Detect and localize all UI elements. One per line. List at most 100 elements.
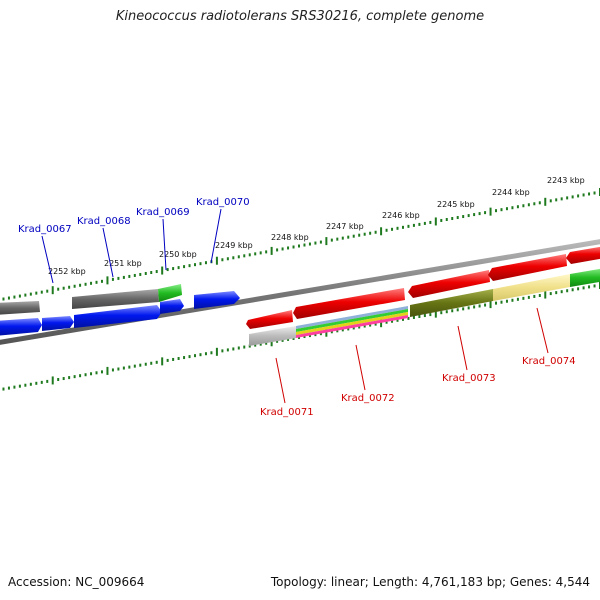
- minor-tick: [177, 266, 180, 270]
- minor-tick: [473, 305, 476, 309]
- minor-tick: [29, 382, 32, 386]
- minor-tick: [122, 275, 125, 279]
- major-tick: [489, 300, 492, 309]
- minor-tick: [287, 337, 290, 341]
- minor-tick: [473, 213, 476, 217]
- minor-tick: [484, 303, 487, 307]
- minor-tick: [582, 286, 585, 290]
- gene-arrow-krad-0072[interactable]: [296, 306, 408, 338]
- minor-tick: [62, 377, 65, 381]
- minor-tick: [73, 375, 76, 379]
- gene-arrow-red-4[interactable]: [488, 254, 567, 281]
- minor-tick: [462, 307, 465, 311]
- minor-tick: [374, 322, 377, 326]
- gene-label-krad-0070[interactable]: Krad_0070: [196, 197, 250, 208]
- minor-tick: [100, 279, 103, 283]
- minor-tick: [451, 217, 454, 221]
- gene-arrow-krad-0070[interactable]: [194, 291, 240, 309]
- minor-tick: [194, 263, 197, 267]
- minor-tick: [341, 236, 344, 240]
- minor-tick: [478, 212, 481, 216]
- scale-ticks-lower: [2, 281, 600, 391]
- major-tick: [215, 256, 218, 265]
- minor-tick: [467, 214, 470, 218]
- gene-arrow-green-mid[interactable]: [158, 284, 182, 302]
- minor-tick: [385, 320, 388, 324]
- minor-tick: [79, 283, 82, 287]
- gene-arrow-grey-left[interactable]: [0, 301, 40, 315]
- gene-label-krad-0067[interactable]: Krad_0067: [18, 224, 72, 235]
- minor-tick: [412, 223, 415, 227]
- minor-tick: [79, 374, 82, 378]
- scale-labels: 2252 kbp 2251 kbp 2250 kbp 2249 kbp 2248 kbp…: [48, 176, 585, 276]
- minor-tick: [13, 295, 16, 299]
- minor-tick: [456, 216, 459, 220]
- gene-arrow-krad-0067[interactable]: [0, 318, 42, 336]
- minor-tick: [117, 276, 120, 280]
- minor-tick: [237, 346, 240, 350]
- minor-tick: [478, 304, 481, 308]
- gene-arrow-grey-mid[interactable]: [72, 289, 159, 309]
- minor-tick: [308, 242, 311, 246]
- minor-tick: [423, 314, 426, 318]
- minor-tick: [276, 339, 279, 343]
- minor-tick: [111, 368, 114, 372]
- genome-summary: Topology: linear; Length: 4,761,183 bp; …: [270, 575, 590, 589]
- minor-tick: [347, 327, 350, 331]
- minor-tick: [226, 257, 229, 261]
- minor-tick: [133, 273, 136, 277]
- minor-tick: [538, 294, 541, 297]
- gene-label-krad-0068[interactable]: Krad_0068: [77, 216, 131, 227]
- minor-tick: [538, 201, 541, 205]
- minor-tick: [577, 287, 580, 291]
- minor-tick: [336, 237, 339, 241]
- minor-tick: [385, 228, 388, 232]
- gene-arrow-krad-0074[interactable]: [493, 274, 570, 301]
- minor-tick: [84, 373, 87, 377]
- minor-tick: [57, 378, 60, 381]
- minor-tick: [429, 313, 432, 317]
- minor-tick: [516, 205, 519, 209]
- gene-arrow-krad-0069[interactable]: [160, 299, 184, 314]
- minor-tick: [571, 288, 574, 292]
- minor-tick: [172, 267, 175, 271]
- scale-ticks-upper: [2, 188, 600, 301]
- minor-tick: [111, 277, 114, 281]
- minor-tick: [68, 285, 71, 289]
- minor-tick: [358, 325, 361, 329]
- minor-tick: [292, 245, 295, 249]
- minor-tick: [308, 334, 311, 338]
- minor-tick: [68, 376, 71, 380]
- minor-tick: [440, 218, 443, 222]
- gene-arrow-small-blue[interactable]: [42, 316, 74, 331]
- minor-tick: [259, 251, 262, 255]
- gene-label-krad-0072[interactable]: Krad_0072: [341, 393, 395, 404]
- gene-arrow-red-5[interactable]: [566, 246, 600, 264]
- major-tick: [51, 286, 54, 295]
- minor-tick: [401, 225, 404, 229]
- gene-arrow-krad-0071[interactable]: [249, 326, 296, 346]
- minor-tick: [155, 360, 158, 364]
- minor-tick: [336, 329, 339, 333]
- accession-line: Accession: NC_009664: [8, 575, 144, 589]
- major-tick: [51, 376, 54, 385]
- major-tick: [380, 227, 383, 236]
- gene-arrow-red-long[interactable]: [293, 288, 405, 319]
- minor-tick: [221, 349, 224, 353]
- gene-label-krad-0073[interactable]: Krad_0073: [442, 373, 496, 384]
- minor-tick: [199, 262, 202, 266]
- gene-label-krad-0074[interactable]: Krad_0074: [522, 356, 576, 367]
- gene-arrow-krad-0068[interactable]: [74, 305, 162, 328]
- minor-tick: [352, 326, 355, 330]
- scale-tick-label: 2251 kbp: [104, 259, 142, 268]
- gene-arrow-red-small[interactable]: [246, 310, 293, 329]
- gene-label-krad-0071[interactable]: Krad_0071: [260, 407, 314, 418]
- gene-arrow-red-3[interactable]: [408, 270, 490, 298]
- minor-tick: [24, 383, 27, 387]
- minor-tick: [166, 268, 169, 272]
- major-tick: [106, 366, 109, 375]
- gene-arrow-green-right[interactable]: [570, 268, 600, 287]
- minor-tick: [505, 299, 508, 303]
- gene-label-krad-0069[interactable]: Krad_0069: [136, 207, 190, 218]
- gene-arrow-krad-0073[interactable]: [410, 289, 493, 317]
